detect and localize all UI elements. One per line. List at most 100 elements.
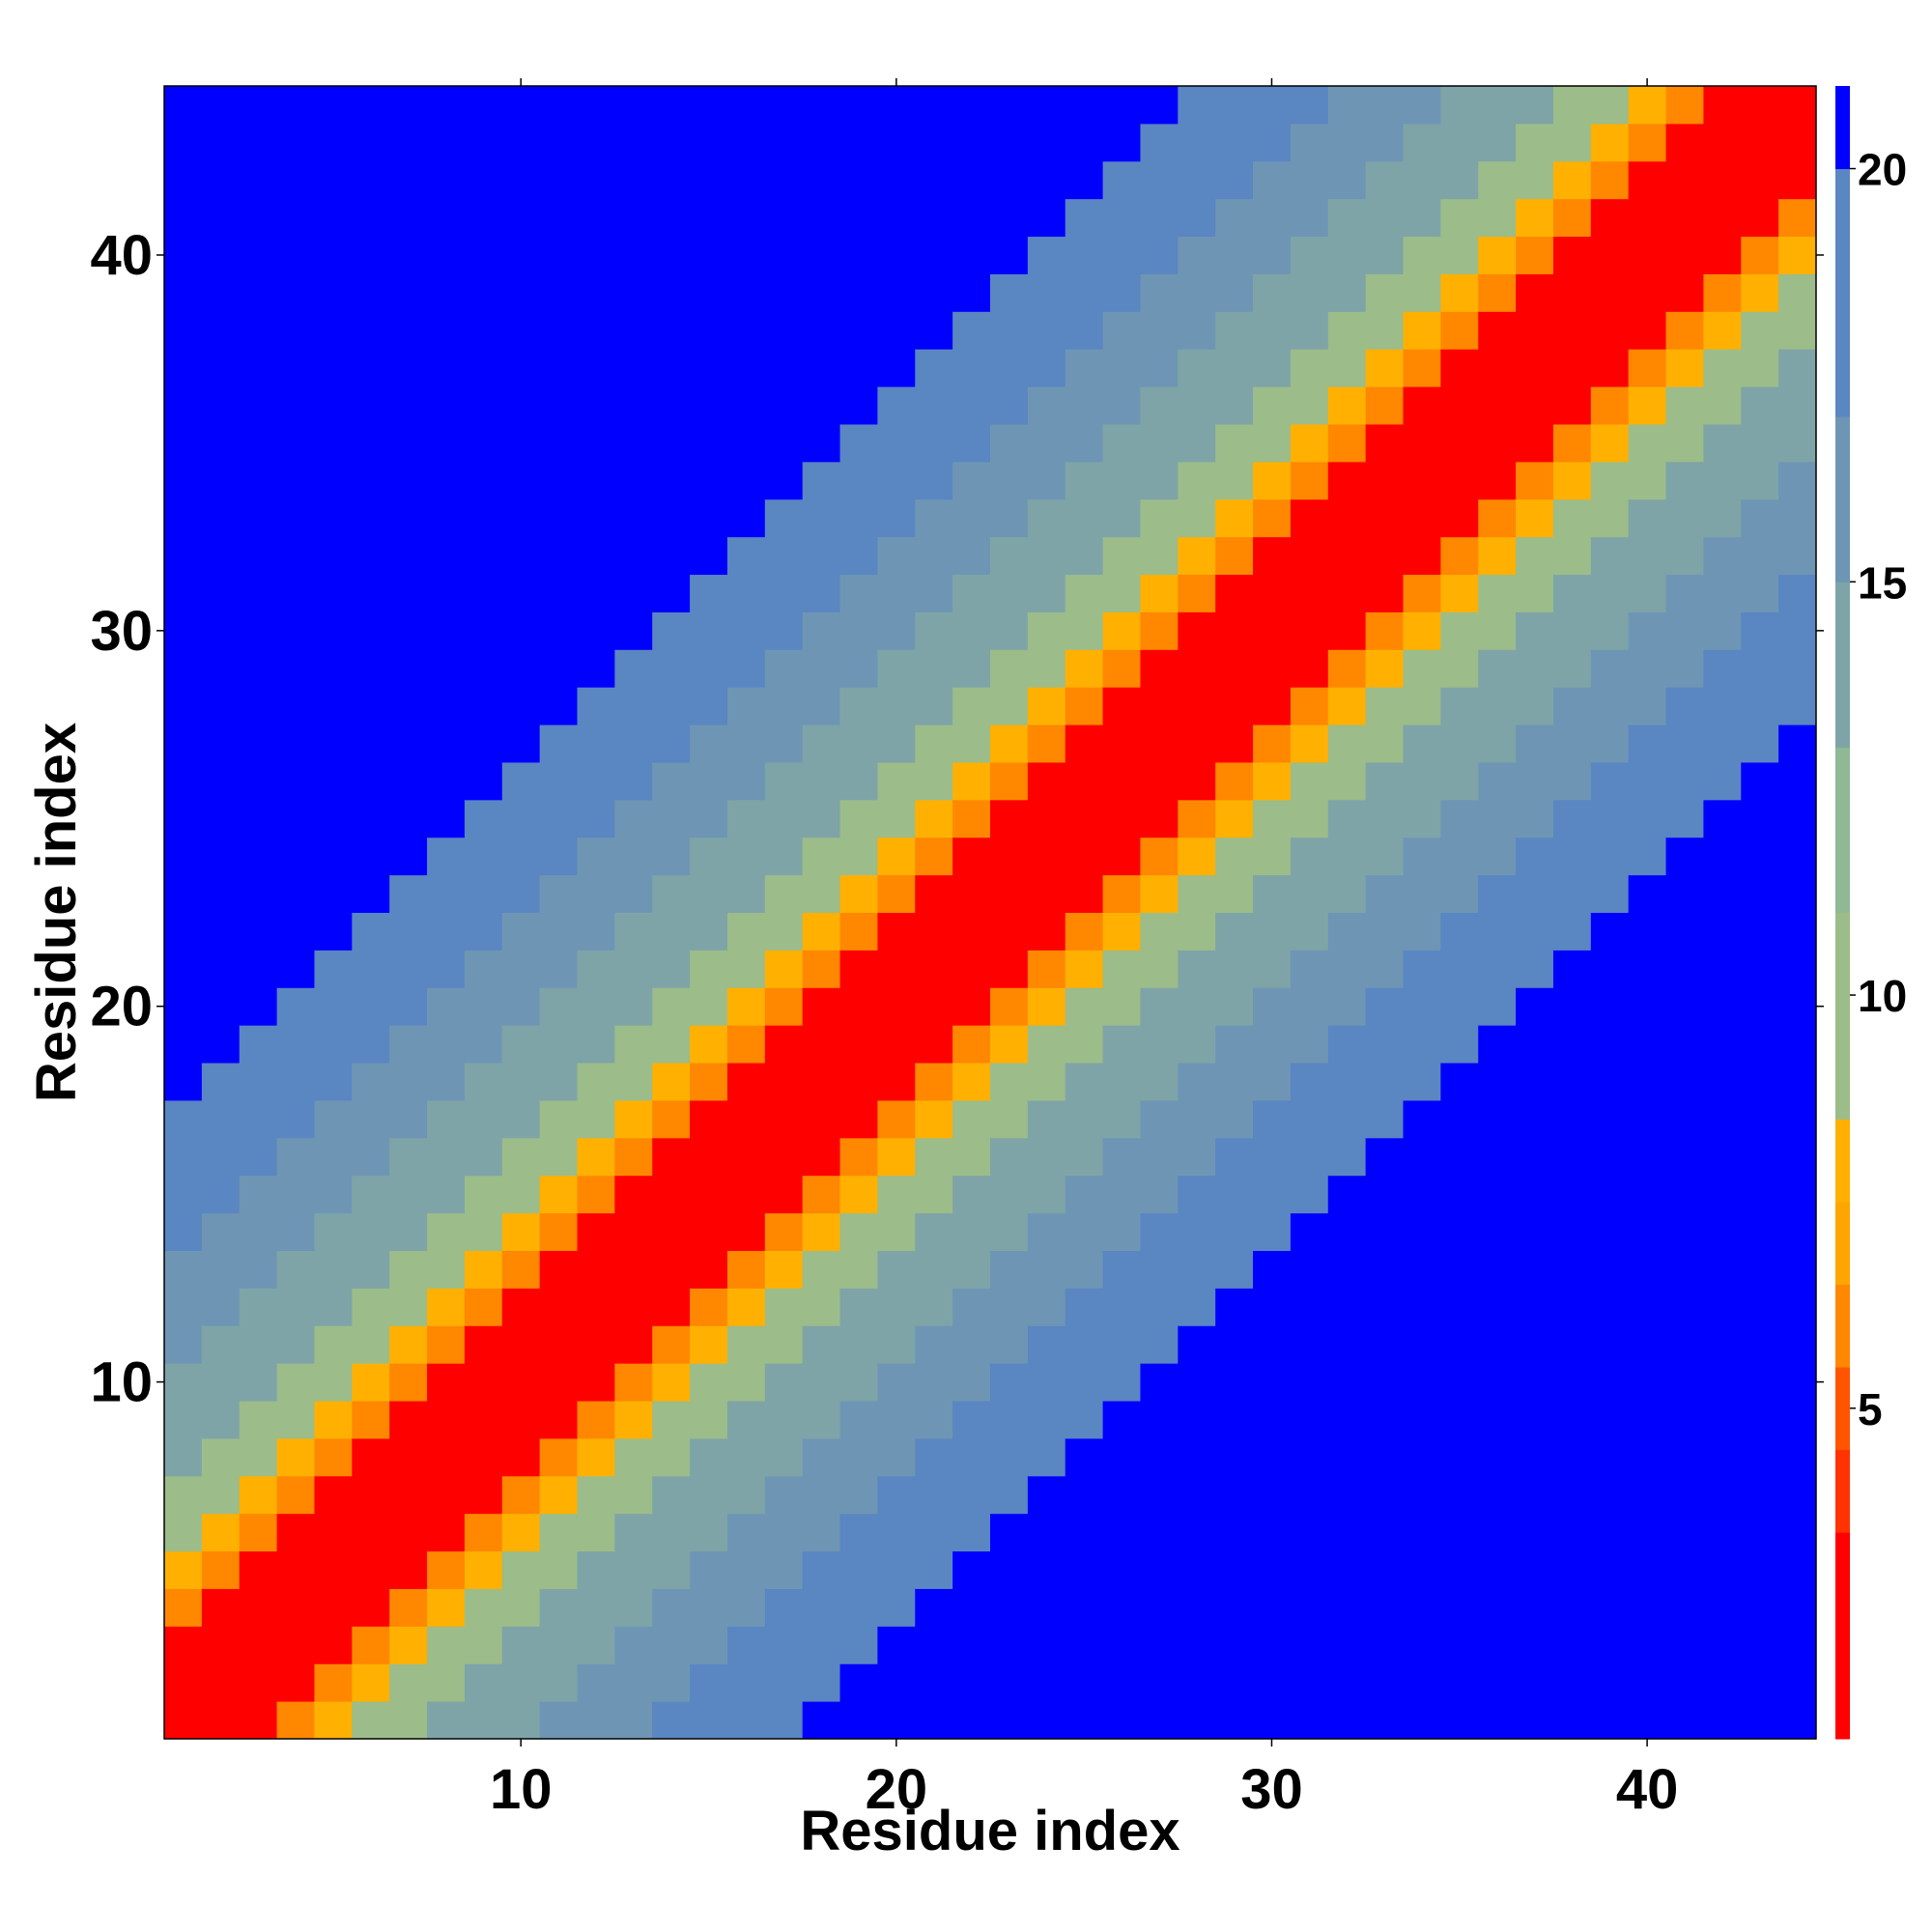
heatmap-cell [1703, 574, 1742, 612]
heatmap-cell [1253, 498, 1292, 538]
heatmap-cell [164, 236, 203, 274]
heatmap-cell [314, 837, 353, 876]
heatmap-cell [1027, 498, 1066, 538]
heatmap-cell [1365, 1325, 1404, 1364]
heatmap-cell [1628, 912, 1667, 951]
heatmap-cell [1102, 1099, 1141, 1139]
heatmap-cell [1290, 1588, 1329, 1627]
heatmap-cell [352, 123, 390, 162]
heatmap-cell [1027, 236, 1066, 274]
heatmap-cell [1478, 1325, 1517, 1364]
heatmap-cell [1478, 912, 1517, 951]
heatmap-cell [1290, 498, 1329, 538]
heatmap-cell [352, 86, 390, 125]
heatmap-cell [1065, 536, 1104, 576]
heatmap-cell [990, 1550, 1029, 1589]
heatmap-cell [389, 837, 428, 876]
heatmap-cell [1253, 1626, 1292, 1664]
heatmap-cell [1027, 386, 1066, 425]
heatmap-cell [1552, 1099, 1592, 1139]
heatmap-cell [1253, 649, 1292, 688]
heatmap-cell [1253, 311, 1292, 350]
heatmap-cell [1741, 311, 1779, 350]
heatmap-cell [1628, 160, 1667, 200]
heatmap-cell [1703, 160, 1742, 200]
heatmap-cell [1440, 724, 1479, 763]
heatmap-cell [539, 1175, 578, 1214]
heatmap-cell [1703, 1588, 1742, 1627]
heatmap-cell [614, 1475, 653, 1515]
heatmap-cell [276, 761, 315, 801]
heatmap-cell [990, 311, 1029, 350]
heatmap-cell [1178, 1137, 1216, 1177]
heatmap-cell [577, 1325, 615, 1364]
heatmap-cell [1102, 423, 1141, 463]
heatmap-cell [1178, 1626, 1216, 1664]
heatmap-cell [726, 950, 766, 988]
heatmap-cell [464, 1363, 503, 1402]
heatmap-cell [276, 687, 315, 725]
heatmap-cell [1215, 799, 1254, 838]
heatmap-cell [1778, 386, 1817, 425]
heatmap-cell [1253, 574, 1292, 612]
heatmap-cell [915, 611, 953, 650]
heatmap-cell [352, 498, 390, 538]
heatmap-cell [690, 423, 728, 463]
heatmap-cell [464, 1325, 503, 1364]
heatmap-cell [1403, 1212, 1441, 1251]
heatmap-cell [614, 1063, 653, 1101]
heatmap-cell [1478, 611, 1517, 650]
heatmap-cell [1628, 1025, 1667, 1064]
heatmap-cell [1590, 987, 1630, 1026]
heatmap-cell [877, 912, 916, 951]
heatmap-cell [352, 1137, 390, 1177]
heatmap-cell [690, 1588, 728, 1627]
heatmap-cell [1253, 1513, 1292, 1552]
heatmap-cell [1253, 1175, 1292, 1214]
heatmap-cell [239, 273, 278, 312]
heatmap-cell [239, 1701, 278, 1740]
heatmap-cell [1403, 160, 1441, 200]
heatmap-cell [877, 761, 916, 801]
heatmap-cell [877, 1250, 916, 1289]
heatmap-cell [352, 1325, 390, 1364]
heatmap-cell [839, 1137, 878, 1177]
heatmap-cell [1590, 1175, 1630, 1214]
heatmap-cell [1552, 912, 1592, 951]
heatmap-cell [1628, 498, 1667, 538]
heatmap-cell [652, 423, 691, 463]
heatmap-cell [1478, 574, 1517, 612]
heatmap-cell [539, 799, 578, 838]
heatmap-cell [1665, 611, 1704, 650]
heatmap-cell [802, 160, 841, 200]
heatmap-cell [877, 1513, 916, 1552]
heatmap-cell [314, 574, 353, 612]
heatmap-cell [690, 1325, 728, 1364]
heatmap-cell [652, 1063, 691, 1101]
heatmap-cell [1590, 1137, 1630, 1177]
heatmap-cell [839, 837, 878, 876]
heatmap-cell [764, 574, 804, 612]
heatmap-cell [239, 1099, 278, 1139]
heatmap-cell [1778, 423, 1817, 463]
heatmap-cell [1102, 349, 1141, 387]
heatmap-cell [1516, 1401, 1554, 1439]
heatmap-cell [1027, 1212, 1066, 1251]
heatmap-cell [990, 1288, 1029, 1326]
heatmap-cell [352, 874, 390, 913]
heatmap-cell [839, 1099, 878, 1139]
heatmap-cell [389, 1325, 428, 1364]
heatmap-cell [577, 574, 615, 612]
heatmap-cell [1327, 1401, 1367, 1439]
heatmap-cell [1516, 160, 1554, 200]
heatmap-cell [802, 1175, 841, 1214]
heatmap-cell [314, 461, 353, 500]
heatmap-cell [1253, 1288, 1292, 1326]
heatmap-cell [1290, 1437, 1329, 1477]
heatmap-cell [352, 1212, 390, 1251]
heatmap-cell [1628, 86, 1667, 125]
heatmap-cell [1478, 423, 1517, 463]
heatmap-cell [1440, 687, 1479, 725]
heatmap-cell [1365, 1701, 1404, 1740]
heatmap-cell [802, 574, 841, 612]
